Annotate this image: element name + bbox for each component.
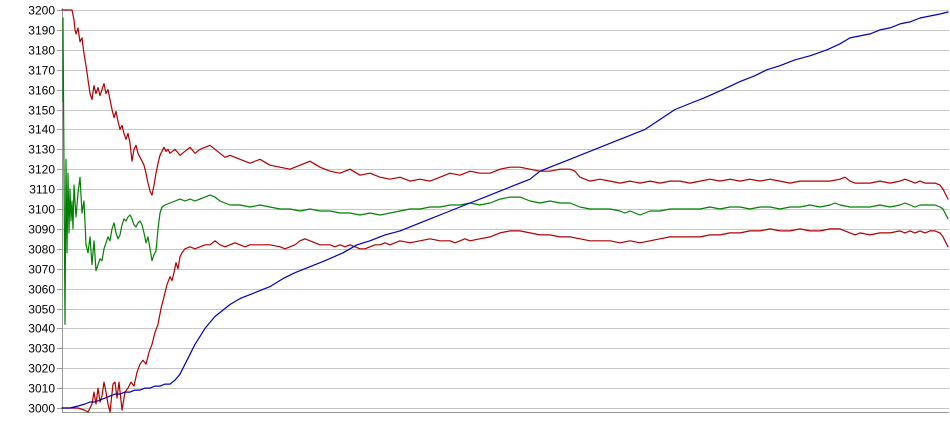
y-axis-label: 3070	[28, 263, 55, 277]
y-axis-label: 3200	[28, 4, 55, 18]
series-red-lower-line	[61, 228, 949, 413]
y-axis-label: 3180	[28, 44, 55, 58]
y-axis-label: 3040	[28, 322, 55, 336]
y-axis-label: 3140	[28, 123, 55, 137]
y-axis-label: 3030	[28, 342, 55, 356]
y-axis-label: 3020	[28, 362, 55, 376]
y-axis-label: 3130	[28, 143, 55, 157]
y-axis-label: 3150	[28, 104, 55, 118]
y-axis-label: 3050	[28, 303, 55, 317]
y-axis-label: 3170	[28, 64, 55, 78]
y-axis-label: 3000	[28, 402, 55, 416]
series-green-middle-line	[62, 17, 949, 325]
y-axis-label: 3120	[28, 163, 55, 177]
y-axis-label: 3100	[28, 203, 55, 217]
y-axis-label: 3090	[28, 223, 55, 237]
y-axis-label: 3160	[28, 84, 55, 98]
y-axis-label: 3010	[28, 382, 55, 396]
y-axis-label: 3190	[28, 24, 55, 38]
y-axis-label: 3060	[28, 283, 55, 297]
y-axis-label: 3080	[28, 243, 55, 257]
y-axis-label: 3110	[29, 183, 55, 197]
series-red-upper-line	[61, 9, 949, 200]
series-blue-rising-line	[61, 11, 949, 409]
